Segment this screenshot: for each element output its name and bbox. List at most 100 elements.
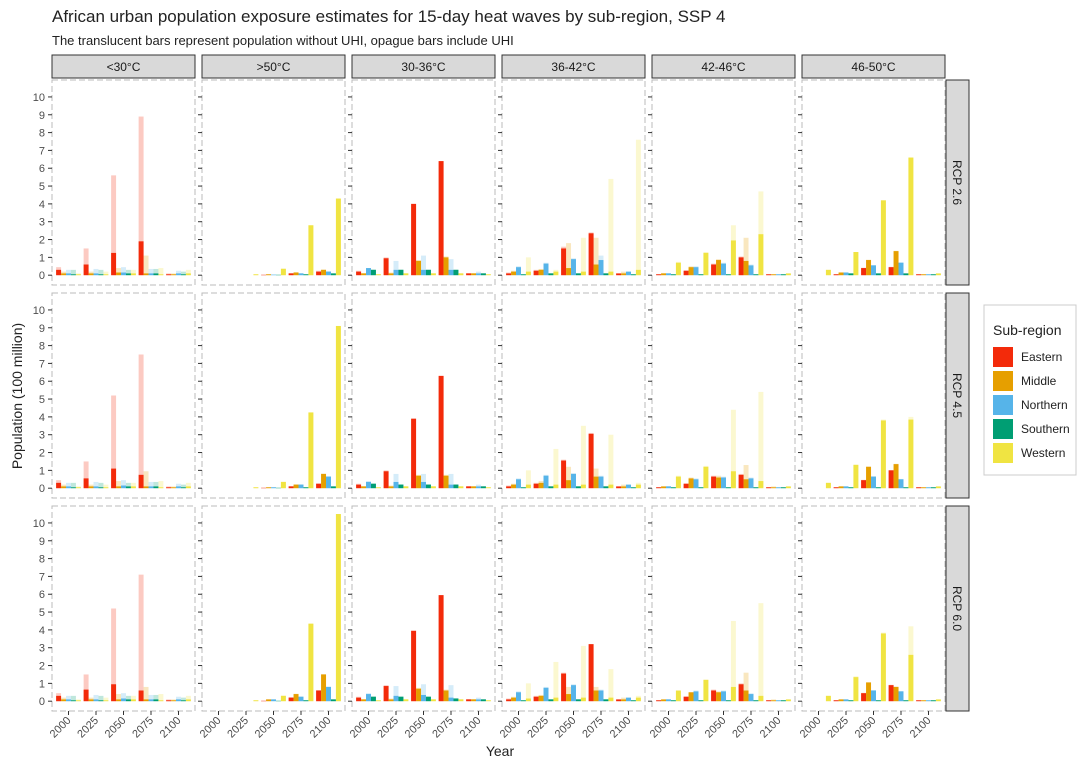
bar-uhi [326, 686, 331, 702]
bar-uhi [888, 685, 894, 702]
bar-uhi [721, 477, 726, 489]
bar-uhi [580, 697, 586, 702]
x-tick-label: 2000 [648, 715, 674, 741]
bar-uhi [421, 269, 426, 276]
bar-uhi [725, 487, 731, 489]
x-tick-label: 2050 [703, 715, 729, 741]
x-tick-label: 2050 [853, 715, 879, 741]
column-strip-label: >50°C [257, 60, 291, 74]
x-tick-label: 2100 [458, 715, 484, 741]
bar-uhi [148, 273, 154, 276]
bar-uhi [425, 484, 431, 489]
x-tick-label: 2075 [880, 715, 906, 741]
x-tick-label: 2100 [608, 715, 634, 741]
bar-uhi [383, 471, 389, 489]
x-tick-label: 2075 [430, 715, 456, 741]
bar-uhi [480, 699, 486, 702]
bar-uhi [125, 699, 131, 702]
bar-uhi [143, 273, 149, 276]
column-strip-label: 30-36°C [401, 60, 445, 74]
panel-background [201, 79, 346, 286]
bar-no-uhi [525, 470, 531, 489]
y-tick-label: 2 [39, 235, 45, 247]
bar-uhi [308, 623, 314, 702]
bar-uhi [916, 274, 922, 276]
bar-uhi [388, 486, 394, 489]
bar-no-uhi [743, 237, 749, 276]
bar-no-uhi [158, 694, 164, 702]
x-axis-label: Year [486, 743, 515, 759]
bar-no-uhi [580, 237, 586, 276]
bar-uhi [753, 487, 759, 489]
bar-uhi [543, 475, 549, 489]
bar-uhi [635, 269, 641, 276]
bar-uhi [838, 486, 844, 489]
panel-background [651, 79, 796, 286]
bar-uhi [266, 487, 272, 489]
bar-uhi [383, 686, 389, 702]
bar-uhi [616, 699, 622, 702]
bar-uhi [130, 699, 136, 702]
column-strip [501, 54, 646, 79]
bar-uhi [480, 486, 486, 489]
bar-uhi [548, 486, 554, 489]
bar-uhi [288, 486, 294, 489]
x-tick-label: 2050 [253, 715, 279, 741]
bar-no-uhi [566, 243, 572, 276]
bar-uhi [656, 274, 662, 276]
bar-no-uhi [148, 481, 154, 489]
bar-uhi [303, 274, 309, 276]
bar-uhi [253, 700, 259, 702]
bar-uhi [388, 273, 394, 276]
bar-no-uhi [148, 268, 154, 276]
bar-uhi [630, 700, 636, 702]
x-tick-label: 2000 [348, 715, 374, 741]
x-tick-label: 2000 [48, 715, 74, 741]
bar-uhi [661, 699, 667, 702]
bar-uhi [843, 486, 849, 489]
x-tick-label: 2025 [75, 715, 101, 741]
bar-no-uhi [93, 481, 99, 489]
legend-swatch [993, 371, 1013, 391]
bar-no-uhi [608, 669, 614, 702]
bar-uhi [366, 694, 371, 702]
y-axis-label: Population (100 million) [9, 323, 25, 469]
bar-uhi [471, 273, 477, 276]
bar-no-uhi [525, 683, 531, 702]
y-tick-label: 1 [39, 678, 45, 690]
row-strip-label: RCP 4.5 [950, 373, 964, 418]
bar-uhi [843, 272, 849, 276]
bar-no-uhi [121, 693, 126, 702]
bar-uhi [271, 274, 276, 276]
bar-uhi [98, 487, 104, 489]
bar-uhi [321, 473, 327, 489]
bar-uhi [375, 700, 381, 702]
bar-uhi [330, 486, 336, 489]
bar-uhi [571, 473, 576, 489]
bar-no-uhi [121, 267, 126, 276]
bar-uhi [176, 699, 181, 702]
bar-uhi [421, 694, 426, 702]
bar-uhi [553, 271, 559, 276]
bar-uhi [903, 487, 909, 489]
bar-uhi [871, 476, 876, 489]
bar-uhi [103, 274, 109, 276]
y-tick-label: 6 [39, 589, 45, 601]
x-tick-label: 2025 [675, 715, 701, 741]
bar-uhi [616, 273, 622, 276]
bar-uhi [893, 686, 899, 702]
bar-uhi [666, 486, 671, 489]
bar-no-uhi [525, 257, 531, 276]
panel-background [351, 292, 496, 499]
bar-no-uhi [125, 695, 131, 702]
bar-uhi [608, 271, 614, 276]
bar-uhi [711, 690, 717, 702]
bar-uhi [70, 274, 76, 276]
bar-uhi [506, 273, 512, 276]
bar-no-uhi [608, 434, 614, 489]
bar-uhi [293, 484, 299, 489]
bar-uhi [621, 273, 627, 276]
bar-uhi [656, 700, 662, 702]
y-tick-label: 0 [39, 483, 45, 495]
bar-no-uhi [743, 672, 749, 702]
